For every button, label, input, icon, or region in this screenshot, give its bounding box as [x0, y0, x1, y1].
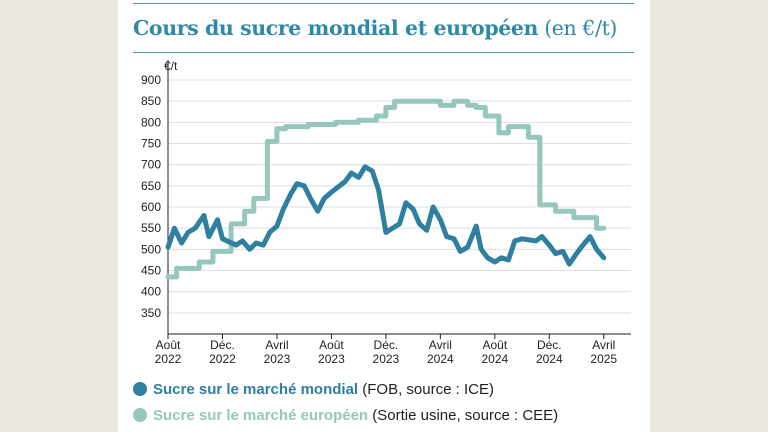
y-tick-label: 800 [141, 115, 161, 129]
axes: 350 400 450 500 550 600 650 700 750 800 850 900€/t A… [141, 59, 631, 366]
x-tick-label-year: 2022 [209, 352, 236, 366]
x-tick-label-year: 2024 [427, 352, 454, 366]
x-tick-label-year: 2025 [590, 352, 617, 366]
chart-title: Cours du sucre mondial et européen (en €… [133, 16, 617, 40]
x-tick-label-month: Août [319, 338, 344, 352]
legend-label-world: Sucre sur le marché mondial [153, 381, 359, 398]
x-tick-label-month: Août [482, 338, 507, 352]
y-tick-label: 400 [141, 285, 161, 299]
legend-swatch-europe [133, 408, 147, 422]
legend-item-europe: Sucre sur le marché européen (Sortie usi… [133, 407, 558, 424]
series-line-world [165, 164, 607, 267]
x-tick-label-year: 2023 [318, 352, 345, 366]
legend-note-world: (FOB, source : ICE) [362, 381, 494, 398]
top-rule [133, 3, 634, 4]
x-tick-label-month: Avril [592, 338, 615, 352]
y-axis-unit-label: €/t [164, 59, 178, 73]
y-tick-label: 850 [141, 94, 161, 108]
series-line-europe [165, 98, 607, 280]
legend-swatch-world [133, 382, 147, 396]
x-tick-label-year: 2022 [155, 352, 182, 366]
y-tick-label: 350 [141, 306, 161, 320]
title-rule [133, 52, 634, 53]
x-tick-label-month: Déc. [537, 338, 562, 352]
legend-label-europe: Sucre sur le marché européen [153, 407, 369, 424]
x-tick-label-year: 2024 [536, 352, 563, 366]
legend-item-world: Sucre sur le marché mondial (FOB, source… [133, 381, 494, 398]
x-tick-label-year: 2024 [481, 352, 508, 366]
y-tick-label: 700 [141, 158, 161, 172]
y-tick-label: 650 [141, 179, 161, 193]
x-tick-label-month: Déc. [210, 338, 235, 352]
x-tick-label-month: Août [156, 338, 181, 352]
series-lines [165, 98, 607, 280]
chart-title-unit: (en €/t) [544, 16, 618, 40]
x-tick-label-year: 2023 [264, 352, 291, 366]
x-tick-label-month: Avril [429, 338, 452, 352]
y-tick-label: 900 [141, 73, 161, 87]
x-tick-label-month: Déc. [374, 338, 399, 352]
y-tick-label: 450 [141, 264, 161, 278]
grid [168, 79, 631, 314]
x-tick-label-year: 2023 [373, 352, 400, 366]
legend-note-europe: (Sortie usine, source : CEE) [372, 407, 559, 424]
y-tick-label: 600 [141, 200, 161, 214]
x-tick-label-month: Avril [265, 338, 288, 352]
chart-title-main: Cours du sucre mondial et européen [133, 16, 539, 40]
y-tick-label: 750 [141, 137, 161, 151]
y-tick-label: 550 [141, 221, 161, 235]
y-tick-label: 500 [141, 242, 161, 256]
